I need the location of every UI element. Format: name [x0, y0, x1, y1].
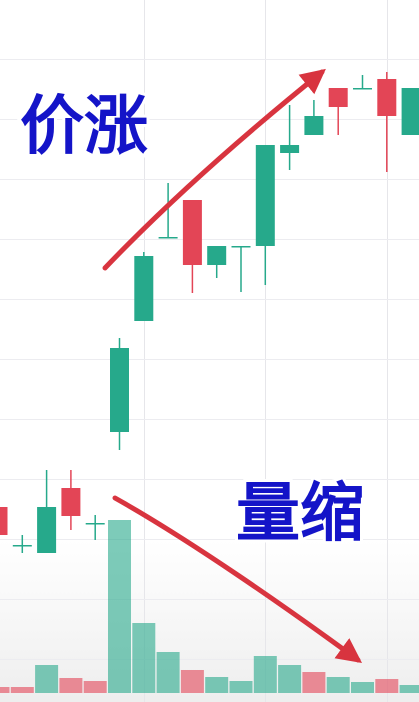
volume-bar: [83, 681, 107, 693]
volume-layer: [0, 520, 419, 693]
fall-arrow: [112, 495, 363, 663]
volume-bar: [132, 623, 156, 693]
candle-body: [401, 88, 419, 135]
candle-body: [158, 237, 178, 239]
volume-bar: [108, 520, 131, 693]
volume-bar: [399, 685, 419, 693]
candle-body: [61, 488, 81, 516]
candle-body: [182, 200, 202, 265]
candle-body: [37, 507, 57, 553]
volume-bar: [180, 670, 204, 693]
candle-layer: [0, 72, 419, 553]
candle-body: [377, 79, 397, 116]
candle-body: [110, 348, 129, 432]
candle-body: [304, 116, 324, 135]
candle-body: [134, 256, 154, 321]
volume-bar: [302, 672, 326, 693]
volume-annotation: 量缩: [236, 477, 364, 551]
candle-body: [231, 246, 251, 248]
volume-bar: [0, 687, 10, 693]
volume-bar: [10, 687, 34, 693]
volume-bar: [253, 656, 277, 693]
candle-body: [12, 545, 32, 547]
rise-arrow: [102, 68, 326, 271]
candle-body: [207, 246, 227, 265]
candle-body: [0, 507, 8, 535]
volume-bar: [351, 682, 374, 693]
candle-body: [328, 88, 348, 107]
volume-bar: [35, 665, 59, 693]
candle-body: [353, 88, 372, 90]
candle-body: [280, 145, 300, 153]
volume-bar: [156, 652, 180, 693]
volume-bar: [229, 681, 253, 693]
volume-bar: [375, 679, 399, 693]
candle-body: [255, 145, 275, 246]
candle-body: [85, 523, 105, 525]
volume-bar: [59, 678, 83, 693]
volume-bar: [205, 677, 229, 693]
price-annotation: 价涨: [20, 90, 148, 164]
volume-bar: [278, 665, 302, 693]
volume-bar: [326, 677, 350, 693]
